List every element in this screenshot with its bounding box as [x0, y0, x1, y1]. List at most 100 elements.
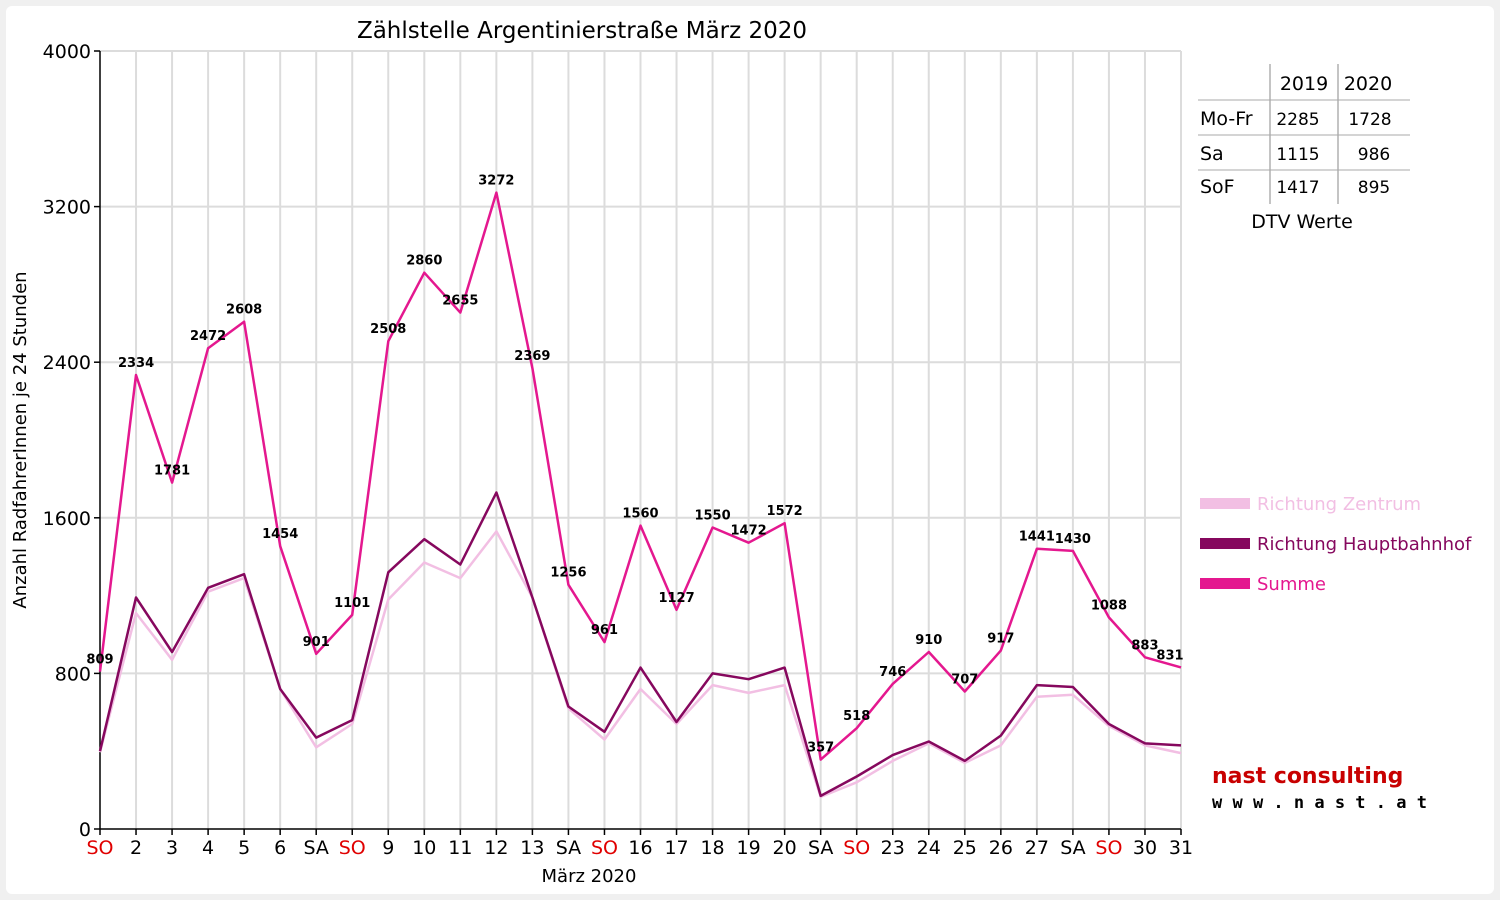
x-tick-label: 9	[382, 837, 394, 859]
summe-data-label: 1441	[1019, 530, 1055, 545]
y-axis-label: Anzahl RadfahrerInnen je 24 Stunden	[10, 271, 31, 608]
x-tick-label: SA	[808, 837, 833, 859]
dtv-cell: 2285	[1276, 110, 1319, 130]
y-tick-label: 4000	[43, 41, 91, 63]
summe-data-label: 2472	[190, 329, 226, 344]
dtv-cell: 895	[1358, 178, 1390, 198]
x-tick-label: 12	[484, 837, 508, 859]
summe-data-label: 1560	[622, 507, 658, 522]
x-tick-label: 19	[737, 837, 761, 859]
summe-data-label: 2655	[442, 294, 478, 309]
x-tick-label: SA	[1060, 837, 1085, 859]
summe-data-label: 1472	[731, 524, 767, 539]
x-tick-label: 11	[448, 837, 472, 859]
x-tick-label: 20	[773, 837, 797, 859]
dtv-row-label: SoF	[1200, 176, 1235, 198]
summe-data-label: 831	[1156, 648, 1183, 663]
x-tick-label: SA	[556, 837, 581, 859]
summe-data-label: 1781	[154, 464, 190, 479]
summe-data-label: 961	[591, 623, 618, 638]
x-tick-label: 4	[202, 837, 214, 859]
x-tick-label: SA	[303, 837, 328, 859]
y-tick-label: 1600	[43, 508, 91, 530]
dtv-cell: 1115	[1276, 145, 1319, 165]
summe-data-label: 518	[843, 709, 870, 724]
summe-data-label: 707	[951, 672, 978, 687]
dtv-caption: DTV Werte	[1251, 211, 1353, 233]
summe-data-label: 2508	[370, 322, 406, 337]
dtv-header-2019: 2019	[1280, 73, 1328, 95]
summe-data-label: 2608	[226, 303, 262, 318]
summe-data-label: 1101	[334, 596, 370, 611]
y-tick-label: 800	[55, 663, 91, 685]
x-tick-label: 10	[412, 837, 436, 859]
summe-data-label: 809	[86, 653, 113, 668]
summe-data-label: 917	[987, 632, 1014, 647]
summe-data-label: 910	[915, 633, 942, 648]
summe-data-label: 2369	[514, 349, 550, 364]
x-tick-label: 2	[130, 837, 142, 859]
x-tick-label: SO	[86, 837, 113, 859]
summe-data-label: 2334	[118, 356, 154, 371]
nast-consulting-logo: nast consulting w w w . n a s t . a t	[1200, 750, 1443, 825]
dtv-cell: 986	[1358, 145, 1390, 165]
x-tick-label: 23	[881, 837, 905, 859]
series-line-1	[98, 491, 1182, 798]
legend-swatch	[1200, 578, 1250, 589]
summe-data-label: 1088	[1091, 598, 1127, 613]
legend-label: Summe	[1257, 574, 1326, 595]
legend-label: Richtung Hauptbahnhof	[1257, 534, 1472, 555]
y-tick-labels: 0 800 1600 2400 3200 4000	[43, 41, 100, 841]
summe-data-label: 883	[1131, 638, 1158, 653]
dtv-cell: 1417	[1276, 178, 1319, 198]
legend-swatch	[1200, 498, 1250, 509]
x-tick-label: 6	[274, 837, 286, 859]
x-tick-label: 31	[1169, 837, 1193, 859]
series-lines	[98, 191, 1182, 799]
summe-data-label: 357	[807, 741, 834, 756]
series-line-2	[98, 191, 1182, 761]
summe-data-label: 2860	[406, 254, 442, 269]
dtv-row-label: Sa	[1200, 143, 1224, 165]
x-tick-label: 5	[238, 837, 250, 859]
legend-label: Richtung Zentrum	[1257, 494, 1421, 515]
dtv-table: 2019 2020 Mo-Fr 2285 1728 Sa 1115 986 So…	[1198, 64, 1410, 233]
summe-data-label: 3272	[478, 174, 514, 189]
summe-data-label: 746	[879, 665, 906, 680]
x-tick-labels: SO 2 3 4 5 6 SA SO 9 10 11 12 13 SA SO 16 17 18 19 20 SA SO 23…	[86, 829, 1193, 859]
y-tick-label: 0	[79, 819, 91, 841]
x-tick-label: SO	[843, 837, 870, 859]
summe-data-label: 1256	[550, 566, 586, 581]
logo-url: w w w . n a s t . a t	[1212, 793, 1427, 813]
x-tick-label: 25	[953, 837, 977, 859]
summe-data-label: 1572	[767, 504, 803, 519]
x-tick-label: SO	[1095, 837, 1122, 859]
x-axis-label: März 2020	[542, 866, 637, 887]
summe-data-label: 1430	[1055, 532, 1091, 547]
x-tick-label: 30	[1133, 837, 1157, 859]
logo-name: nast consulting	[1212, 764, 1403, 789]
x-tick-label: 24	[917, 837, 941, 859]
x-tick-label: 26	[989, 837, 1013, 859]
summe-data-label: 901	[303, 635, 330, 650]
summe-data-label: 1454	[262, 527, 298, 542]
x-tick-label: 18	[700, 837, 724, 859]
summe-data-label: 1550	[694, 509, 730, 524]
dtv-row-label: Mo-Fr	[1200, 108, 1253, 130]
chart-frame	[6, 6, 1494, 894]
y-tick-label: 2400	[43, 352, 91, 374]
x-tick-label: SO	[339, 837, 366, 859]
x-tick-label: 17	[664, 837, 688, 859]
dtv-header-2020: 2020	[1344, 73, 1392, 95]
legend-swatch	[1200, 538, 1250, 549]
legend: Richtung Zentrum Richtung Hauptbahnhof Sum…	[1200, 494, 1472, 595]
chart-title: Zählstelle Argentinierstraße März 2020	[357, 18, 807, 44]
summe-data-label: 1127	[658, 591, 694, 606]
grid-lines	[100, 50, 1182, 829]
x-tick-label: 16	[628, 837, 652, 859]
x-tick-label: 13	[520, 837, 544, 859]
x-tick-label: 3	[166, 837, 178, 859]
y-tick-label: 3200	[43, 197, 91, 219]
